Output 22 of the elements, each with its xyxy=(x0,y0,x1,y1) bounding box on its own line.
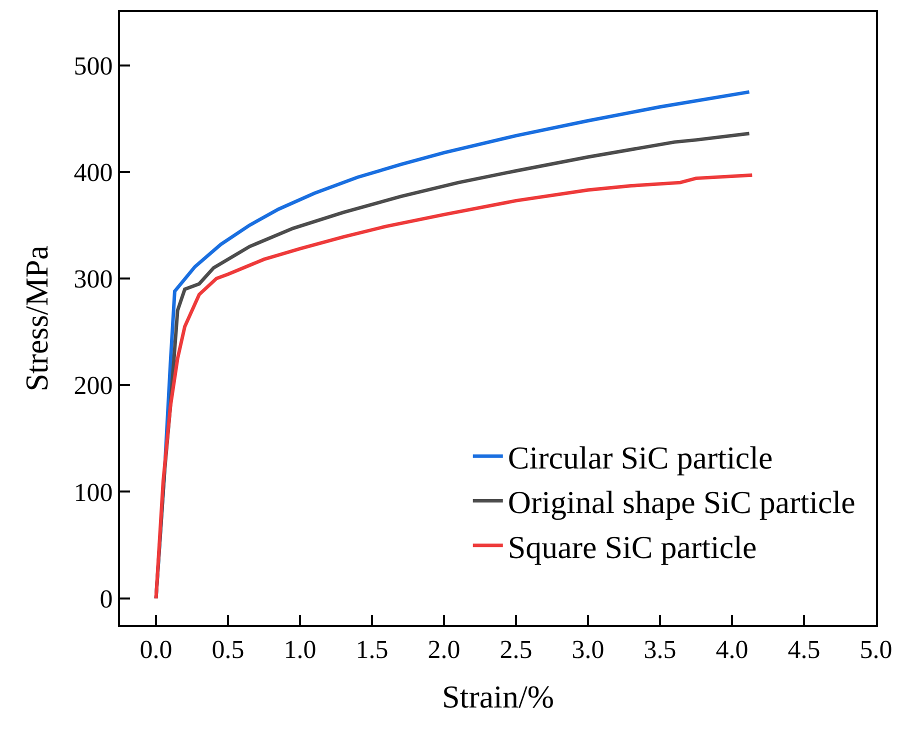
y-tick-label: 400 xyxy=(74,158,113,188)
y-tick-label: 300 xyxy=(74,264,113,294)
x-tick-label: 2.0 xyxy=(428,635,460,664)
y-tick-label: 500 xyxy=(74,51,113,80)
legend-label: Original shape SiC particle xyxy=(508,484,856,520)
x-tick-label: 1.0 xyxy=(284,635,316,664)
x-tick-label: 1.5 xyxy=(356,635,388,664)
x-tick-label: 2.5 xyxy=(500,635,532,664)
x-axis-title: Strain/% xyxy=(442,678,554,715)
x-tick-label: 3.0 xyxy=(572,635,604,664)
x-tick-label: 4.5 xyxy=(788,635,820,664)
x-tick-label: 5.0 xyxy=(860,635,892,664)
x-tick-label: 0.0 xyxy=(140,635,172,664)
x-tick-label: 4.0 xyxy=(716,635,748,664)
y-tick-label: 0 xyxy=(100,584,113,614)
y-tick-label: 200 xyxy=(74,371,113,400)
x-tick-label: 3.5 xyxy=(644,635,676,664)
y-tick-label: 100 xyxy=(74,478,113,507)
x-tick-label: 0.5 xyxy=(212,635,244,664)
legend-label: Circular SiC particle xyxy=(508,440,773,476)
y-axis-title: Stress/MPa xyxy=(18,246,55,392)
legend-label: Square SiC particle xyxy=(508,528,757,565)
